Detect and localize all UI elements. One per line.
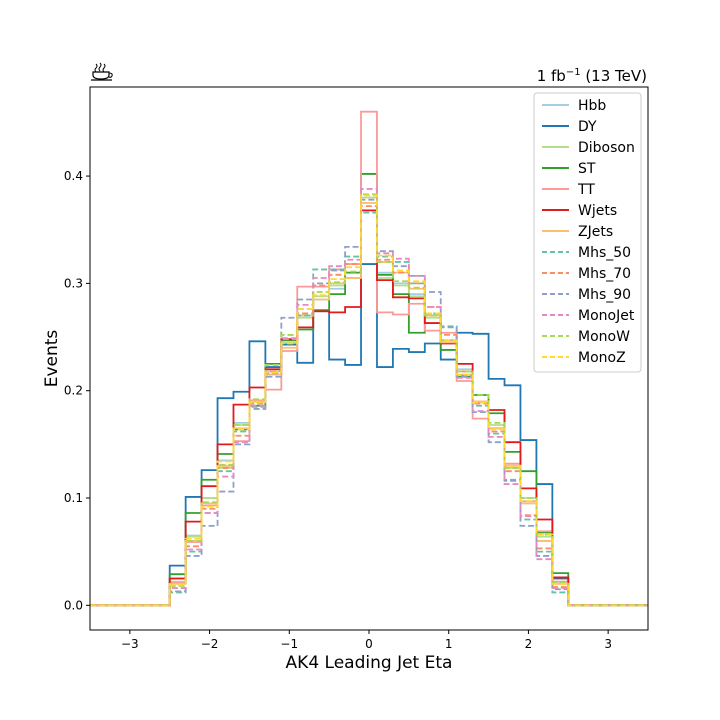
lumi-prefix: 1 fb — [537, 67, 566, 85]
legend: Hbb DY Diboson ST TT Wjets ZJets Mhs_50 Mhs_70 Mh… — [533, 92, 642, 373]
lumi-exponent: −1 — [566, 67, 581, 78]
histogram-series — [90, 110, 648, 607]
legend-box — [533, 92, 642, 373]
series-line-wjets — [90, 209, 648, 607]
x-axis-label: AK4 Leading Jet Eta — [286, 653, 453, 673]
series-line-monoz — [90, 194, 648, 607]
x-tick-label: 1 — [445, 637, 453, 651]
series-line-monojet — [90, 188, 648, 607]
luminosity-label: 1 fb−1 (13 TeV) — [537, 67, 647, 85]
series-line-zjets — [90, 201, 648, 607]
legend-label: Mhs_90 — [578, 287, 631, 303]
legend-label: Hbb — [578, 98, 606, 114]
legend-label: Wjets — [578, 203, 617, 219]
series-line-monow — [90, 193, 648, 607]
legend-label: DY — [578, 119, 597, 135]
series-line-mhs-70 — [90, 205, 648, 607]
y-tick-label: 0.1 — [64, 491, 83, 505]
x-tick-label: 0 — [365, 637, 373, 651]
x-tick-label: −1 — [280, 637, 298, 651]
y-tick-label: 0.4 — [64, 169, 83, 183]
series-line-mhs-90 — [90, 198, 648, 607]
legend-label: TT — [577, 182, 595, 198]
x-tick-label: 2 — [525, 637, 533, 651]
x-tick-label: −2 — [201, 637, 219, 651]
x-axis: −3 −2 −1 0 1 2 3 — [121, 630, 612, 651]
legend-label: MonoZ — [578, 350, 626, 366]
x-tick-label: −3 — [121, 637, 139, 651]
legend-label: ZJets — [578, 224, 613, 240]
y-axis-label: Events — [42, 330, 62, 388]
y-axis: 0.0 0.1 0.2 0.3 0.4 — [64, 169, 90, 612]
legend-label: Mhs_50 — [578, 245, 631, 261]
lumi-suffix: (13 TeV) — [581, 67, 647, 85]
legend-label: Diboson — [578, 140, 635, 156]
legend-label: ST — [578, 161, 596, 177]
y-tick-label: 0.3 — [64, 276, 83, 290]
series-line-dy — [90, 263, 648, 607]
coffee-cup-icon — [91, 62, 113, 81]
legend-label: MonoW — [578, 329, 630, 345]
x-tick-label: 3 — [604, 637, 612, 651]
legend-label: MonoJet — [578, 308, 635, 324]
y-tick-label: 0.0 — [64, 598, 83, 612]
legend-label: Mhs_70 — [578, 266, 631, 282]
y-tick-label: 0.2 — [64, 384, 83, 398]
series-line-st — [90, 173, 648, 607]
